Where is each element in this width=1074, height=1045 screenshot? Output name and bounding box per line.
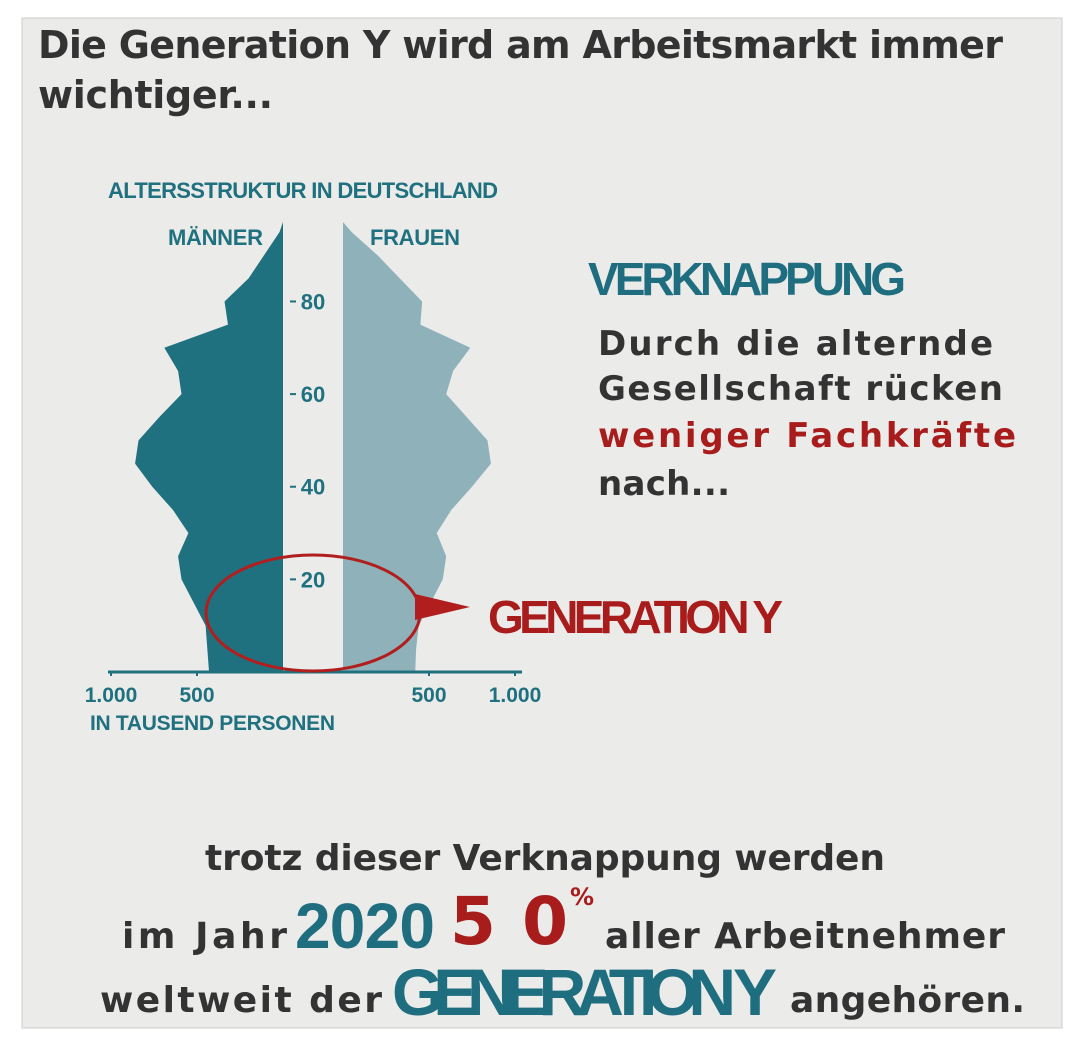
footer-line: trotz dieser Verknappung werden bbox=[205, 838, 885, 879]
y-tick-label: 20 bbox=[301, 567, 325, 592]
population-area bbox=[135, 222, 283, 672]
text-line-highlight: weniger Fachkräfte bbox=[598, 416, 1016, 456]
annotation: GENERATION Y bbox=[488, 591, 783, 643]
heading: VERKNAPPUNG bbox=[588, 253, 906, 305]
text-line: Gesellschaft rücken bbox=[598, 369, 1003, 409]
y-tick-label: 60 bbox=[301, 382, 325, 407]
x-tick-label: 1.000 bbox=[489, 684, 542, 707]
x-tick-label: 1.000 bbox=[85, 684, 138, 707]
x-tick-label: 500 bbox=[179, 684, 214, 707]
legend-men: MÄNNER bbox=[168, 225, 263, 250]
footer-text: im Jahr bbox=[122, 916, 287, 957]
text-line: Durch die alternde bbox=[598, 324, 993, 364]
footer-percent-sign: % bbox=[570, 883, 594, 911]
footer-year: 2020 bbox=[295, 890, 435, 962]
pointer bbox=[415, 594, 470, 620]
footer-text: aller Arbeitnehmer bbox=[605, 916, 1005, 957]
footer-emphasis: GENERATION Y bbox=[392, 955, 777, 1029]
legend-women: FRAUEN bbox=[370, 225, 460, 250]
population-area bbox=[343, 222, 491, 672]
text-line: nach... bbox=[598, 464, 730, 504]
chart-title: ALTERSSTRUKTUR IN DEUTSCHLAND bbox=[108, 178, 498, 203]
y-tick-label: 80 bbox=[301, 289, 325, 314]
footer-text: angehören. bbox=[790, 980, 1025, 1021]
pyramid: 20 40 60 80 1.000 500 500 1.000 bbox=[85, 222, 542, 707]
footer-text: weltweit der bbox=[100, 980, 382, 1021]
y-tick-label: 40 bbox=[301, 475, 325, 500]
title-line: wichtiger... bbox=[38, 73, 273, 117]
title-line: Die Generation Y wird am Arbeitsmarkt im… bbox=[38, 23, 1003, 67]
x-axis-label: IN TAUSEND PERSONEN bbox=[90, 712, 335, 735]
x-tick-label: 500 bbox=[411, 684, 446, 707]
